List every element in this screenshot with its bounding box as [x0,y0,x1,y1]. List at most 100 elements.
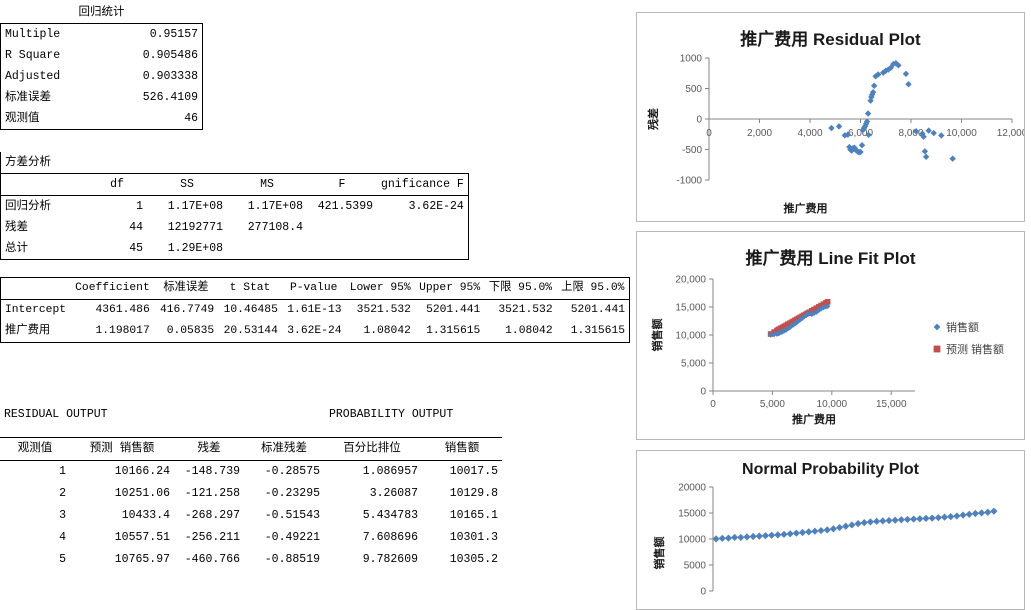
probability-cell: 5.434783 [362,509,418,522]
anova-cell: 总计 [0,238,87,260]
stat-value: 526.4109 [99,87,203,108]
anova-cell [377,217,469,238]
anova-cell: 277108.4 [247,221,303,234]
residual-cell: 2 [59,487,66,500]
coef-cell: 3521.532 [345,299,415,321]
normal-probability-plot-canvas: 0 5000 10000 15000 20000 销售额 [652,483,998,598]
stat-value: 0.903338 [99,66,203,87]
regression-output-pane: 回归统计 Multiple 0.95157 R Square 0.905486 … [0,2,630,571]
probability-cell: 7.608696 [362,531,418,544]
coef-header: Coefficient [71,277,154,300]
regression-statistics-table: 回归统计 Multiple 0.95157 R Square 0.905486 … [0,2,203,130]
coef-header: Lower 95% [345,277,415,300]
svg-text:销售额: 销售额 [652,537,666,570]
coef-header [0,277,72,300]
anova-cell [307,217,377,238]
residual-output-table: 观测值 预测 销售额 残差 标准残差 1 10166.24 -148.739 -… [0,437,324,571]
anova-table: 方差分析 df SS MS F gnificance F 回归分析 1 1.17… [0,152,469,260]
residual-cell: 10166.24 [114,465,170,478]
coef-cell: 1.315615 [414,321,485,343]
coef-cell: 416.7749 [153,299,219,321]
svg-text:0: 0 [700,387,706,398]
svg-text:6,000: 6,000 [848,128,873,139]
svg-text:-1000: -1000 [676,176,702,187]
anova-cell: 44 [129,221,143,234]
coef-header: Upper 95% [414,277,485,300]
residual-plot-chart[interactable]: 推广费用 Residual Plot -1000 -500 0 500 1000 0 2,0… [636,12,1025,222]
anova-header [0,173,87,196]
table-row: 7.608696 10301.3 [322,527,502,549]
anova-cell [307,238,377,260]
anova-cell: 45 [87,238,147,260]
svg-text:0: 0 [710,399,716,410]
residual-cell: 3 [59,509,66,522]
anova-header: df [87,173,147,196]
anova-cell: 回归分析 [0,195,87,217]
table-row: 4 10557.51 -256.211 -0.49221 [0,527,324,549]
svg-text:20,000: 20,000 [675,275,706,286]
coef-cell: 1.61E-13 [281,299,346,321]
probability-cell: 10129.8 [449,487,498,500]
residual-output-title: RESIDUAL OUTPUT [4,408,108,421]
residual-header: 标准残差 [244,437,324,461]
residual-cell: -0.28575 [264,465,320,478]
svg-text:销售额: 销售额 [946,320,979,334]
residual-header: 预测 销售额 [70,437,174,461]
residual-cell: -148.739 [184,465,240,478]
anova-cell: 3.62E-24 [377,195,469,217]
residual-cell: -0.51543 [264,509,320,522]
coef-cell: 10.46485 [218,299,282,321]
coef-cell: 1.315615 [556,321,630,343]
residual-cell: 10433.4 [121,509,170,522]
probability-cell: 10301.3 [449,531,498,544]
anova-cell: 残差 [0,217,87,238]
line-fit-plot-canvas: 0 5,000 10,000 15,000 20,000 0 5,000 10,000 15,0… [650,275,1004,427]
svg-text:5,000: 5,000 [681,359,706,370]
stat-label: 观测值 [0,108,99,130]
coef-cell: 5201.441 [414,299,485,321]
svg-text:10000: 10000 [678,535,706,546]
stat-label: R Square [0,45,99,66]
probability-cell: 3.26087 [369,487,418,500]
anova-header: gnificance F [377,173,469,196]
svg-text:销售额: 销售额 [650,319,664,352]
coefficients-table: Coefficient 标准误差 t Stat P-value Lower 95… [0,277,630,343]
residual-header: 观测值 [0,437,70,461]
line-fit-plot-chart[interactable]: 推广费用 Line Fit Plot 0 5,000 10,000 15,000 20,… [636,231,1025,440]
anova-cell: 1.29E+08 [147,238,227,260]
anova-cell: 1 [87,195,147,217]
probability-cell: 10305.2 [449,553,498,566]
svg-text:8,000: 8,000 [898,128,923,139]
coef-cell: 20.53144 [218,321,282,343]
probability-output-title: PROBABILITY OUTPUT [329,408,454,421]
probability-cell: 10165.1 [449,509,498,522]
table-row: 3 10433.4 -268.297 -0.51543 [0,505,324,527]
anova-cell: 1.17E+08 [147,195,227,217]
residual-plot-canvas: -1000 -500 0 500 1000 0 2,000 4,000 6,000 8,000 10… [646,54,1024,216]
table-row: 2 10251.06 -121.258 -0.23295 [0,483,324,505]
probability-cell: 10017.5 [449,465,498,478]
table-row: 3.26087 10129.8 [322,483,502,505]
anova-header: F [307,173,377,196]
residual-cell: 5 [59,553,66,566]
coef-cell: 3521.532 [484,299,557,321]
normal-probability-plot-chart[interactable]: Normal Probability Plot 0 5000 10000 15000 2… [636,450,1025,610]
svg-text:12,000: 12,000 [997,128,1024,139]
svg-text:推广费用: 推广费用 [792,412,836,426]
regression-statistics-title: 回归统计 [0,2,203,24]
svg-text:4,000: 4,000 [797,128,822,139]
coef-cell: Intercept [0,299,72,321]
table-row: 9.782609 10305.2 [322,549,502,571]
coef-cell: 推广费用 [0,321,72,343]
coef-cell: 1.08042 [484,321,557,343]
svg-text:10,000: 10,000 [675,331,706,342]
anova-cell [227,238,307,260]
residual-cell: 1 [59,465,66,478]
residual-cell: -0.49221 [264,531,320,544]
svg-text:0: 0 [700,587,706,598]
chart-title: Normal Probability Plot [742,461,919,478]
anova-cell: 421.5399 [307,195,377,217]
coef-header: t Stat [218,277,282,300]
residual-cell: -268.297 [184,509,240,522]
svg-text:15,000: 15,000 [876,399,907,410]
